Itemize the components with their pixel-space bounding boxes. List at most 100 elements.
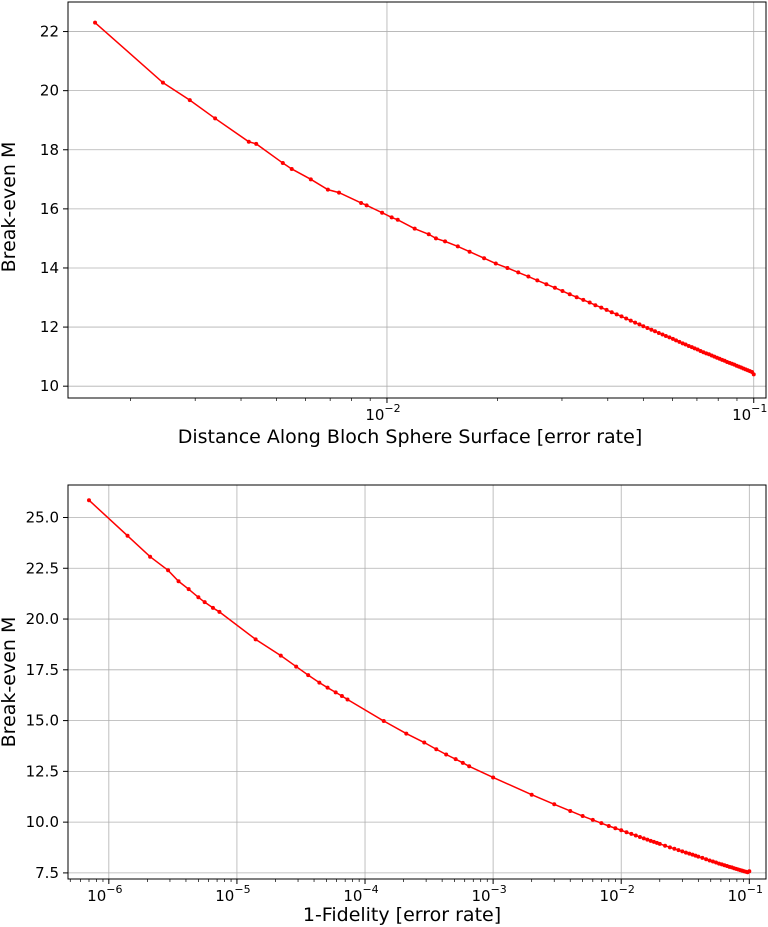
data-point xyxy=(380,210,385,215)
data-point xyxy=(567,292,572,297)
data-point xyxy=(690,852,695,857)
data-point xyxy=(453,757,458,762)
data-point xyxy=(289,166,294,171)
data-point xyxy=(645,837,650,842)
data-point xyxy=(166,568,171,573)
x-tick-label: 10−1 xyxy=(728,883,763,905)
data-point xyxy=(680,849,685,854)
data-point xyxy=(253,637,258,642)
data-point xyxy=(560,289,565,294)
data-point xyxy=(217,609,222,614)
data-point xyxy=(202,600,207,605)
data-point xyxy=(306,673,311,678)
data-point xyxy=(325,187,330,192)
data-point xyxy=(606,823,611,828)
data-point xyxy=(580,814,585,819)
data-point xyxy=(633,320,638,325)
data-point xyxy=(187,98,192,103)
grid xyxy=(68,485,766,879)
data-point xyxy=(751,372,756,377)
series-line xyxy=(88,499,750,874)
data-point xyxy=(412,226,417,231)
data-point xyxy=(308,177,313,182)
x-axis-label: Distance Along Bloch Sphere Surface [err… xyxy=(178,426,642,448)
plot-frame xyxy=(67,1,767,399)
data-point xyxy=(641,836,646,841)
data-point xyxy=(747,869,752,874)
data-point xyxy=(629,831,634,836)
data-point xyxy=(604,307,609,312)
data-point xyxy=(667,845,672,850)
plot-frame xyxy=(67,484,767,880)
data-point xyxy=(345,697,350,702)
data-point xyxy=(552,802,557,807)
data-point xyxy=(544,282,549,287)
data-point xyxy=(593,303,598,308)
data-point xyxy=(704,857,709,862)
data-point xyxy=(196,595,201,600)
data-point xyxy=(491,775,496,780)
data-point xyxy=(254,141,259,146)
data-point xyxy=(590,817,595,822)
data-point xyxy=(516,270,521,275)
data-point xyxy=(628,318,633,323)
chart-fidelity: 1-Fidelity [error rate] Break-even M 7.5… xyxy=(0,484,767,926)
data-point xyxy=(444,752,449,757)
data-point xyxy=(676,848,681,853)
data-point xyxy=(683,342,688,347)
data-point xyxy=(186,587,191,592)
x-axis-label: 1-Fidelity [error rate] xyxy=(303,904,501,926)
data-point xyxy=(613,826,618,831)
data-point xyxy=(86,498,91,503)
data-point xyxy=(176,579,181,584)
data-point xyxy=(460,760,465,765)
data-point xyxy=(280,161,285,166)
x-tick-label: 10−6 xyxy=(87,883,122,905)
data-point xyxy=(526,274,531,279)
chart-bloch-distance: Distance Along Bloch Sphere Surface [err… xyxy=(0,1,767,448)
data-point xyxy=(505,265,510,270)
data-point xyxy=(359,200,364,205)
x-tick-label: 10−3 xyxy=(471,883,506,905)
data-point xyxy=(619,314,624,319)
data-point xyxy=(624,316,629,321)
y-tick-label: 22 xyxy=(40,23,59,41)
series-line xyxy=(94,22,755,375)
y-tick-label: 16 xyxy=(40,200,59,218)
data-point xyxy=(455,244,460,249)
y-tick-label: 15.0 xyxy=(26,712,59,730)
data-point xyxy=(535,278,540,283)
y-axis-label: Break-even M xyxy=(0,617,20,748)
data-point xyxy=(493,261,498,266)
y-tick-label: 10.0 xyxy=(26,813,59,831)
data-point xyxy=(663,843,668,848)
y-tick-label: 18 xyxy=(40,141,59,159)
data-point xyxy=(707,858,712,863)
data-point xyxy=(696,854,701,859)
data-point xyxy=(148,554,153,559)
data-point xyxy=(677,339,682,344)
data-point xyxy=(404,731,409,736)
data-point xyxy=(333,690,338,695)
data-point xyxy=(624,830,629,835)
y-tick-label: 10 xyxy=(40,377,59,395)
y-tick-label: 25.0 xyxy=(26,508,59,526)
data-point xyxy=(657,841,662,846)
x-tick-label: 10−4 xyxy=(343,883,378,905)
y-tick-label: 12.5 xyxy=(26,762,59,780)
data-point xyxy=(210,605,215,610)
x-tick-label: 10−2 xyxy=(365,402,400,424)
data-point xyxy=(389,215,394,220)
y-tick-label: 22.5 xyxy=(26,559,59,577)
data-point xyxy=(395,217,400,222)
data-point xyxy=(422,740,427,745)
data-point xyxy=(663,333,668,338)
data-point xyxy=(672,846,677,851)
data-point xyxy=(381,718,386,723)
data-point xyxy=(683,850,688,855)
data-point xyxy=(337,190,342,195)
grid xyxy=(68,2,766,398)
data-point xyxy=(619,828,624,833)
data-point xyxy=(160,80,165,85)
data-point xyxy=(599,821,604,826)
